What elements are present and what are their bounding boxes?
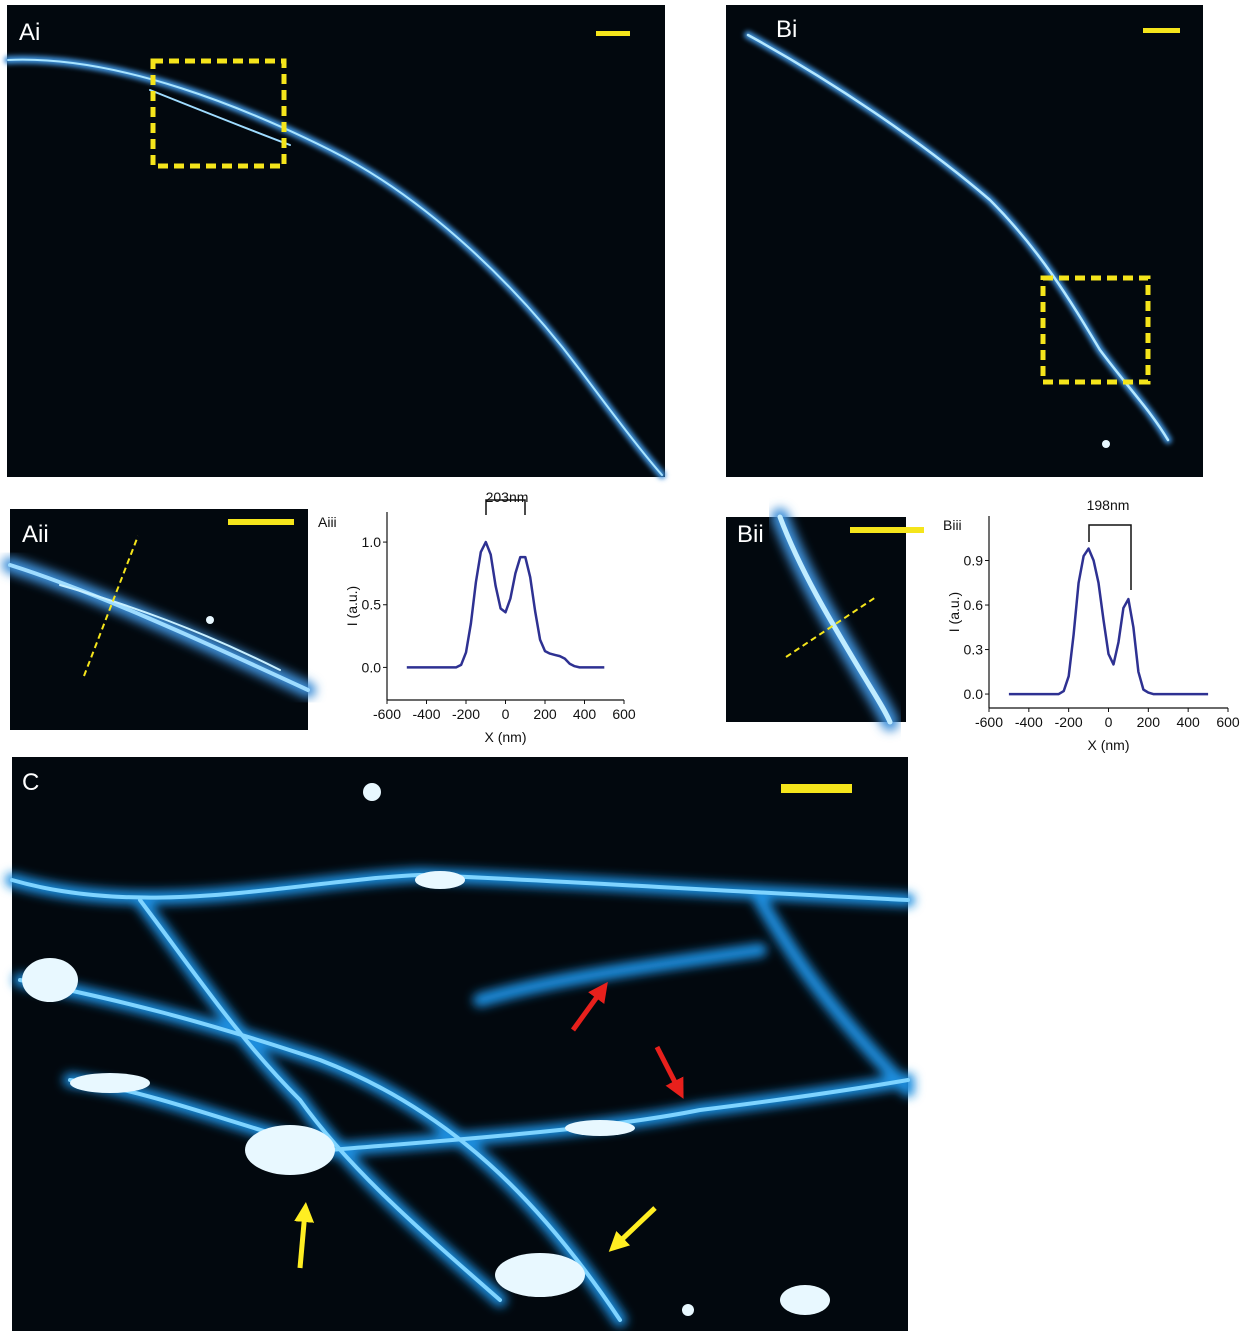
line xyxy=(1008,547,1209,696)
x-axis-label: X (nm) xyxy=(485,729,527,745)
panel-label: Aii xyxy=(22,521,49,548)
x-tick-label: 0 xyxy=(1105,714,1113,730)
y-tick-label: 0.5 xyxy=(362,597,382,613)
panel-ai: Ai xyxy=(4,5,666,479)
x-tick-label: -200 xyxy=(452,706,480,722)
y-tick-label: 0.0 xyxy=(964,686,984,702)
panel-label: Aiii xyxy=(318,514,337,530)
x-tick-label: 400 xyxy=(1176,714,1200,730)
x-tick-label: 600 xyxy=(612,706,636,722)
x-tick-label: 400 xyxy=(573,706,597,722)
panel-label: Bii xyxy=(737,521,764,548)
charts: -600 -400 -200 0 200 400 600 0.0 0.5 1.0 Aiii 203nm… xyxy=(318,489,1240,753)
x-tick-label: -400 xyxy=(1015,714,1043,730)
y-tick-label: 0.3 xyxy=(964,642,984,658)
annotation: 203nm xyxy=(486,489,529,505)
y-tick-label: 0.9 xyxy=(964,553,984,569)
x-axis-label: X (nm) xyxy=(1088,737,1130,753)
y-axis-label: I (a.u.) xyxy=(946,592,962,632)
y-tick-label: 0.6 xyxy=(964,597,984,613)
panel-bii: Bii xyxy=(726,508,924,731)
line xyxy=(406,540,605,669)
x-tick-label: -600 xyxy=(373,706,401,722)
panel-label: C xyxy=(22,769,39,796)
y-axis-label: I (a.u.) xyxy=(344,586,360,626)
y-tick-label: 0.0 xyxy=(362,659,382,675)
x-tick-label: -600 xyxy=(975,714,1003,730)
x-tick-label: 200 xyxy=(1137,714,1161,730)
panel-bi: Bi xyxy=(726,5,1203,477)
y-tick-label: 1.0 xyxy=(362,534,382,550)
panel-label: Ai xyxy=(19,19,40,46)
x-tick-label: -400 xyxy=(412,706,440,722)
panel-aii: Aii xyxy=(2,509,316,730)
panel-label: Bi xyxy=(776,16,797,43)
x-tick-label: 200 xyxy=(533,706,557,722)
x-tick-label: -200 xyxy=(1055,714,1083,730)
panel-label: Biii xyxy=(943,517,962,533)
x-tick-label: 0 xyxy=(502,706,510,722)
annotation: 198nm xyxy=(1087,497,1130,513)
panel-c: C xyxy=(5,757,915,1331)
x-tick-label: 600 xyxy=(1216,714,1240,730)
